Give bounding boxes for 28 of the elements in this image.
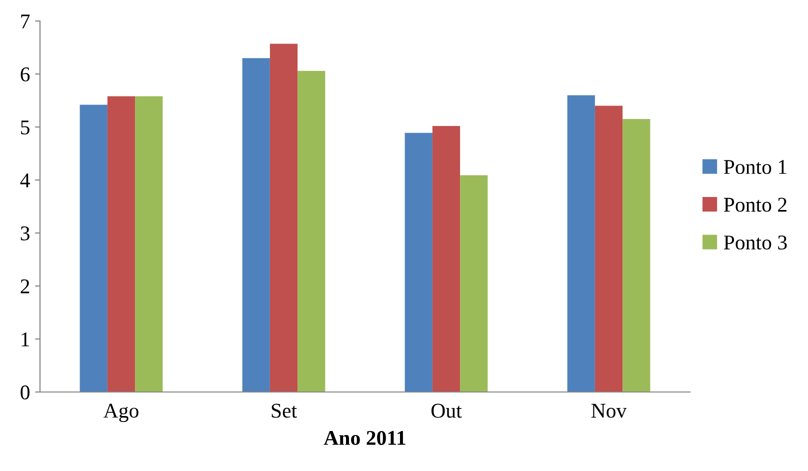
y-tick-label: 2 [20,279,30,294]
bar [460,175,488,392]
bar [594,106,623,392]
y-tick-label: 1 [22,332,30,346]
x-axis-title: Ano 2011 [324,430,406,445]
y-tick-label: 6 [20,67,30,82]
x-tick-label: Nov [591,404,627,418]
y-tick-label: 5 [21,120,30,134]
bar [80,104,108,392]
y-tick-label: 4 [20,174,30,188]
x-tick-label: Ago [104,404,138,422]
y-tick-label: 0 [20,385,30,400]
y-tick-label: 7 [21,14,30,28]
bar [404,132,432,392]
bar [242,58,270,392]
bar [567,95,595,392]
legend-label: Ponto 2 [724,198,786,212]
y-tick-label: 3 [20,226,30,240]
bar [135,96,163,392]
bar [622,119,650,392]
x-tick-label: Out [431,404,462,418]
legend-label: Ponto 3 [724,236,787,250]
bar [270,44,298,392]
bar [298,70,326,392]
bar [107,96,136,392]
legend-label: Ponto 1 [724,160,786,174]
bar [432,126,460,392]
x-tick-label: Set [272,404,297,418]
